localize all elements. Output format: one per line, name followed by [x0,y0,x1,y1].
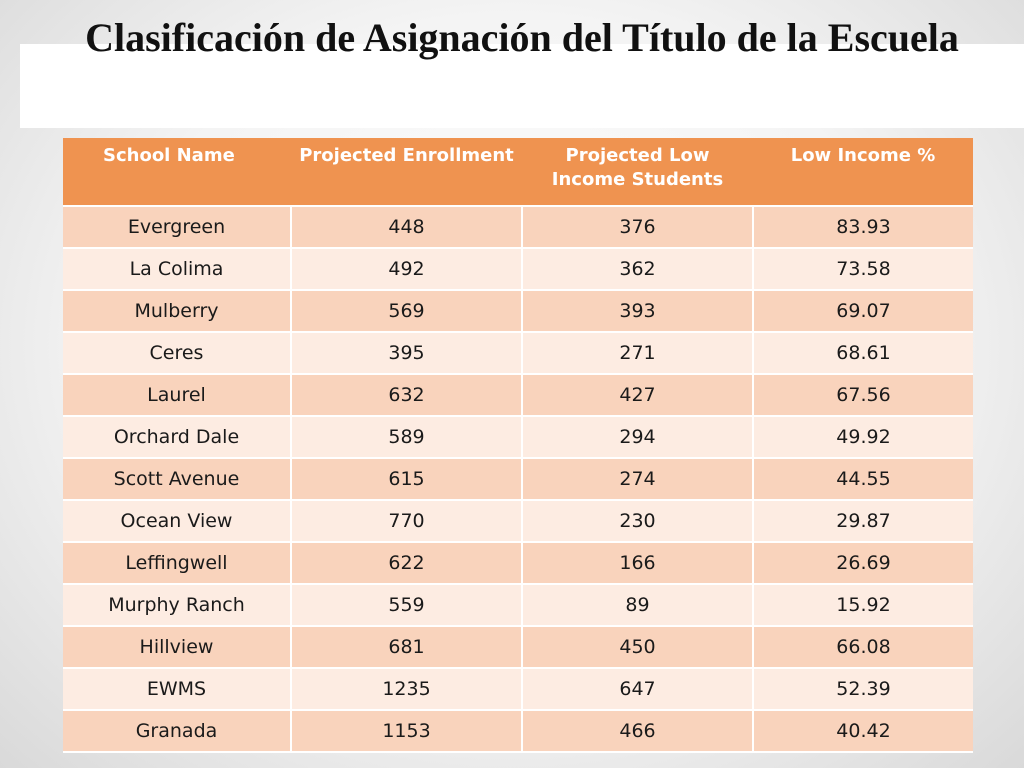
cell-school-name: Evergreen [63,206,292,249]
cell-projected-low-income: 166 [522,542,754,585]
cell-projected-enrollment: 615 [291,458,523,501]
cell-school-name: Hillview [63,626,292,669]
table-row: Orchard Dale 589 294 49.92 [63,416,973,459]
cell-projected-enrollment: 492 [291,248,523,291]
table-row: La Colima 492 362 73.58 [63,248,973,291]
cell-low-income-percent: 69.07 [753,290,973,333]
cell-low-income-percent: 26.69 [753,542,973,585]
cell-school-name: Ocean View [63,500,292,543]
cell-low-income-percent: 73.58 [753,248,973,291]
cell-projected-enrollment: 1153 [291,710,523,753]
cell-school-name: Leffingwell [63,542,292,585]
cell-projected-enrollment: 569 [291,290,523,333]
cell-school-name: Scott Avenue [63,458,292,501]
cell-projected-low-income: 271 [522,332,754,375]
cell-projected-enrollment: 681 [291,626,523,669]
table-row: Murphy Ranch 559 89 15.92 [63,584,973,627]
cell-projected-enrollment: 448 [291,206,523,249]
cell-low-income-percent: 15.92 [753,584,973,627]
cell-projected-enrollment: 770 [291,500,523,543]
title-allocation-table: School Name Projected Enrollment Project… [63,138,973,753]
table-row: EWMS 1235 647 52.39 [63,668,973,711]
cell-projected-low-income: 274 [522,458,754,501]
cell-low-income-percent: 83.93 [753,206,973,249]
cell-school-name: EWMS [63,668,292,711]
cell-low-income-percent: 52.39 [753,668,973,711]
cell-school-name: Granada [63,710,292,753]
cell-projected-low-income: 450 [522,626,754,669]
cell-projected-enrollment: 1235 [291,668,523,711]
cell-projected-low-income: 393 [522,290,754,333]
table-row: Granada 1153 466 40.42 [63,710,973,753]
table-row: Evergreen 448 376 83.93 [63,206,973,249]
table-row: Ceres 395 271 68.61 [63,332,973,375]
cell-low-income-percent: 67.56 [753,374,973,417]
cell-school-name: Laurel [63,374,292,417]
cell-projected-enrollment: 632 [291,374,523,417]
cell-projected-low-income: 466 [522,710,754,753]
table-row: Mulberry 569 393 69.07 [63,290,973,333]
cell-school-name: Ceres [63,332,292,375]
slide-title: Clasificación de Asignación del Título d… [85,15,959,60]
table-row: Ocean View 770 230 29.87 [63,500,973,543]
header-school-name: School Name [63,138,291,207]
cell-low-income-percent: 44.55 [753,458,973,501]
cell-school-name: La Colima [63,248,292,291]
table-row: Laurel 632 427 67.56 [63,374,973,417]
title-allocation-table-container: School Name Projected Enrollment Project… [63,138,973,753]
cell-low-income-percent: 68.61 [753,332,973,375]
cell-projected-low-income: 294 [522,416,754,459]
cell-projected-low-income: 362 [522,248,754,291]
header-projected-low-income-students: Projected Low Income Students [522,138,753,207]
cell-projected-low-income: 427 [522,374,754,417]
header-low-income-percent: Low Income % [753,138,973,207]
cell-projected-low-income: 89 [522,584,754,627]
cell-school-name: Murphy Ranch [63,584,292,627]
cell-projected-enrollment: 589 [291,416,523,459]
table-row: Leffingwell 622 166 26.69 [63,542,973,585]
cell-low-income-percent: 49.92 [753,416,973,459]
cell-school-name: Orchard Dale [63,416,292,459]
cell-projected-enrollment: 559 [291,584,523,627]
table-row: Hillview 681 450 66.08 [63,626,973,669]
table-header: School Name Projected Enrollment Project… [63,138,973,207]
title-band [20,44,1024,128]
header-row: School Name Projected Enrollment Project… [63,138,973,207]
cell-projected-low-income: 647 [522,668,754,711]
cell-low-income-percent: 66.08 [753,626,973,669]
table-body: Evergreen 448 376 83.93 La Colima 492 362 73.58… [63,206,973,753]
cell-projected-enrollment: 395 [291,332,523,375]
cell-low-income-percent: 40.42 [753,710,973,753]
cell-projected-low-income: 376 [522,206,754,249]
cell-projected-enrollment: 622 [291,542,523,585]
cell-school-name: Mulberry [63,290,292,333]
header-projected-enrollment: Projected Enrollment [291,138,522,207]
cell-projected-low-income: 230 [522,500,754,543]
cell-low-income-percent: 29.87 [753,500,973,543]
table-row: Scott Avenue 615 274 44.55 [63,458,973,501]
